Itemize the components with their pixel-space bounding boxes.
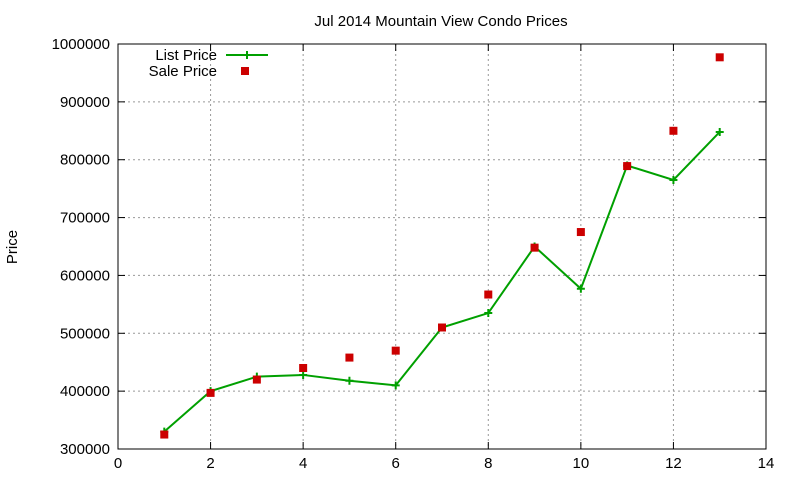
y-tick-label: 300000 [60,441,110,458]
data-point [715,53,724,62]
series-0 [160,127,724,436]
data-point [484,290,493,299]
axes: 0 2 4 6 8 10 12 14 300000 400000 500000 600000 70000… [52,36,775,472]
data-point [391,381,400,390]
legend-sample-marker [241,67,249,75]
legend-label: List Price [155,47,217,64]
data-point [345,376,354,385]
legend-sample-marker [243,51,251,59]
data-point [299,370,308,379]
data-point [576,284,585,293]
data-point [530,243,539,252]
data-point [669,126,678,135]
y-tick-label: 600000 [60,267,110,284]
x-tick-label: 14 [758,455,775,472]
data-point [623,162,632,171]
data-point [345,353,354,362]
x-tick-label: 10 [573,455,590,472]
grid [118,44,766,449]
data-point [160,430,169,439]
x-tick-label: 2 [206,455,214,472]
data-point [576,228,585,237]
series-1 [160,53,724,439]
y-tick-label: 900000 [60,94,110,111]
data-point [669,175,678,184]
data-point [252,375,261,384]
y-tick-label: 700000 [60,210,110,227]
data-point [391,346,400,355]
y-tick-label: 800000 [60,152,110,169]
y-tick-label: 400000 [60,383,110,400]
series-line [163,131,721,433]
data-point [299,364,308,372]
plot-border [117,43,767,450]
x-tick-label: 8 [484,455,492,472]
x-tick-label: 4 [299,455,307,472]
series-layer [160,53,724,439]
y-axis-label: Price [4,230,21,264]
data-point [715,127,724,136]
y-tick-label: 1000000 [52,36,110,53]
x-tick-label: 6 [392,455,400,472]
data-point [438,323,446,332]
x-tick-label: 12 [665,455,682,472]
chart-title: Jul 2014 Mountain View Condo Prices [314,13,567,30]
data-point [484,309,493,318]
y-tick-label: 500000 [60,325,110,342]
x-tick-label: 0 [114,455,122,472]
data-point [206,388,215,397]
legend-label: Sale Price [149,63,217,80]
